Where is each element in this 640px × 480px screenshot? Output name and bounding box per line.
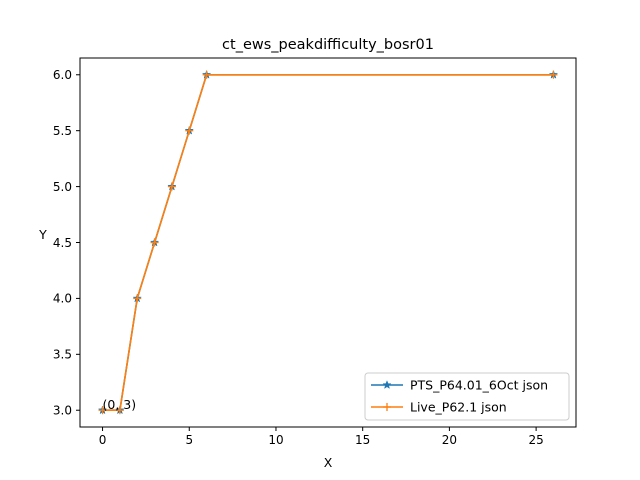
legend-box: [364, 372, 570, 421]
legend-label: PTS_P64.01_6Oct json: [410, 378, 548, 393]
y-tick-label: 5.0: [53, 180, 72, 194]
data-point: [167, 182, 176, 191]
y-tick-label: 6.0: [53, 68, 72, 82]
legend-item: PTS_P64.01_6Oct json: [371, 378, 548, 393]
x-tick-label: 15: [355, 433, 370, 447]
x-axis: 0 5 10 15 20 25: [99, 427, 544, 447]
data-point: [150, 238, 159, 247]
data-point: [549, 70, 558, 79]
legend: PTS_P64.01_6Oct json Live_P62.1 json: [364, 372, 570, 421]
data-point: [115, 406, 124, 415]
series-2: [98, 70, 558, 415]
y-tick-label: 3.5: [53, 348, 72, 362]
y-tick-label: 5.5: [53, 124, 72, 138]
x-tick-label: 5: [185, 433, 193, 447]
legend-marker: [382, 380, 392, 389]
series-line: [102, 73, 554, 412]
x-tick-label: 25: [528, 433, 543, 447]
y-axis: 3.0 3.5 4.0 4.5 5.0 5.5 6.0: [53, 68, 80, 418]
y-tick-label: 3.0: [53, 404, 72, 418]
y-tick-label: 4.0: [53, 292, 72, 306]
data-point: [185, 126, 194, 135]
x-tick-label: 10: [268, 433, 283, 447]
data-point: [202, 70, 211, 79]
legend-item: Live_P62.1 json: [371, 400, 507, 415]
legend-marker: [383, 403, 391, 411]
x-tick-label: 0: [99, 433, 107, 447]
data-point: [133, 294, 142, 303]
data-point: [98, 406, 107, 415]
x-axis-label: X: [324, 455, 333, 470]
y-axis-label: Y: [38, 227, 47, 242]
plot-area: (0, 3): [97, 69, 559, 415]
chart-title: ct_ews_peakdifficulty_bosr01: [222, 37, 434, 53]
legend-label: Live_P62.1 json: [410, 400, 507, 415]
x-tick-label: 20: [442, 433, 457, 447]
series-line: [102, 73, 554, 412]
y-tick-label: 4.5: [53, 236, 72, 250]
series-1: [97, 69, 559, 415]
point-annotation: (0, 3): [103, 397, 137, 412]
